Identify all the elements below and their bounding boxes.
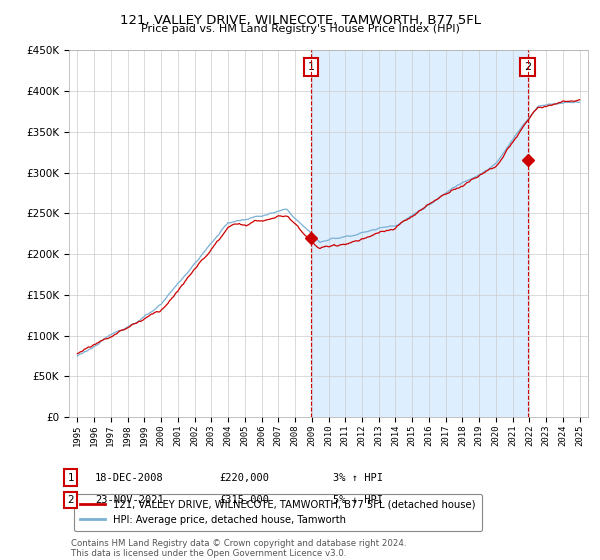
Text: 3% ↑ HPI: 3% ↑ HPI xyxy=(333,473,383,483)
Text: 1: 1 xyxy=(67,473,74,483)
Legend: 121, VALLEY DRIVE, WILNECOTE, TAMWORTH, B77 5FL (detached house), HPI: Average p: 121, VALLEY DRIVE, WILNECOTE, TAMWORTH, … xyxy=(74,494,482,531)
Text: 121, VALLEY DRIVE, WILNECOTE, TAMWORTH, B77 5FL: 121, VALLEY DRIVE, WILNECOTE, TAMWORTH, … xyxy=(119,14,481,27)
Text: £315,000: £315,000 xyxy=(219,495,269,505)
Text: 1: 1 xyxy=(308,62,314,72)
Text: 5% ↓ HPI: 5% ↓ HPI xyxy=(333,495,383,505)
Text: £220,000: £220,000 xyxy=(219,473,269,483)
Bar xyxy=(311,50,528,417)
Text: 2: 2 xyxy=(524,62,531,72)
Text: 2: 2 xyxy=(67,495,74,505)
Text: Contains HM Land Registry data © Crown copyright and database right 2024.
This d: Contains HM Land Registry data © Crown c… xyxy=(71,539,406,558)
Text: 18-DEC-2008: 18-DEC-2008 xyxy=(95,473,164,483)
Text: Price paid vs. HM Land Registry's House Price Index (HPI): Price paid vs. HM Land Registry's House … xyxy=(140,24,460,34)
Text: 23-NOV-2021: 23-NOV-2021 xyxy=(95,495,164,505)
